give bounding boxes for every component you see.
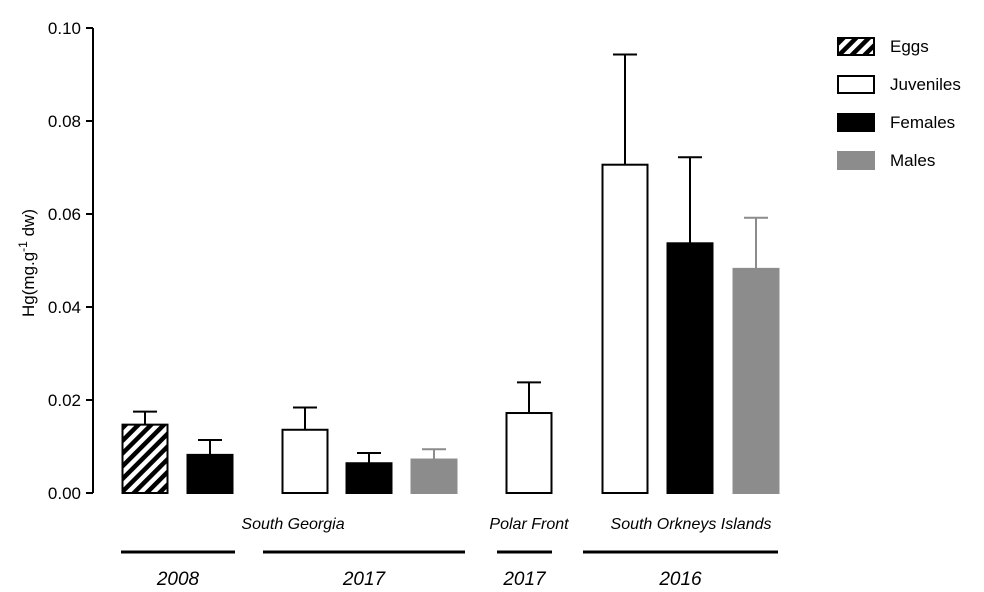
bar <box>281 428 329 495</box>
group-labels: South Georgia Polar Front South Orkneys Is… <box>241 516 771 533</box>
y-axis-label-main: Hg(mg.g <box>19 252 38 317</box>
bar <box>186 453 234 494</box>
y-tick-label: 0.00 <box>48 484 81 503</box>
y-tick-label: 0.10 <box>48 19 81 38</box>
legend-swatch-males <box>837 151 875 170</box>
bar <box>410 458 458 494</box>
y-tick-label: 0.04 <box>48 298 81 317</box>
y-axis-label: Hg(mg.g-1 dw) <box>16 209 38 317</box>
y-axis-label-tail: dw) <box>19 209 38 241</box>
legend-label-males: Males <box>890 151 935 170</box>
legend-swatch-females <box>837 113 875 132</box>
bar <box>732 267 780 494</box>
y-axis-label-superscript: -1 <box>16 241 30 252</box>
bars <box>121 53 780 495</box>
year-label: 2017 <box>342 569 387 590</box>
legend-swatch-juveniles <box>837 75 875 94</box>
group-label: South Orkneys Islands <box>611 516 772 533</box>
bar <box>666 242 714 494</box>
legend: Eggs Juveniles Females Males <box>837 37 961 170</box>
legend-swatch-eggs <box>837 37 875 56</box>
year-label: 2008 <box>156 569 200 590</box>
legend-label-eggs: Eggs <box>890 37 929 56</box>
bar <box>121 423 169 494</box>
bar <box>601 163 649 495</box>
legend-label-females: Females <box>890 113 955 132</box>
year-labels: 2008 2017 2017 2016 <box>121 550 778 590</box>
year-label: 2016 <box>658 569 702 590</box>
y-axis: 0.00 0.02 0.04 0.06 0.08 0.10 <box>48 19 94 503</box>
group-label: South Georgia <box>241 516 344 533</box>
y-tick-label: 0.02 <box>48 391 81 410</box>
bar <box>345 462 393 494</box>
bar <box>505 412 553 494</box>
y-tick-label: 0.08 <box>48 112 81 131</box>
group-label: Polar Front <box>489 516 569 533</box>
y-tick-label: 0.06 <box>48 205 81 224</box>
legend-label-juveniles: Juveniles <box>890 75 961 94</box>
year-label: 2017 <box>502 569 547 590</box>
